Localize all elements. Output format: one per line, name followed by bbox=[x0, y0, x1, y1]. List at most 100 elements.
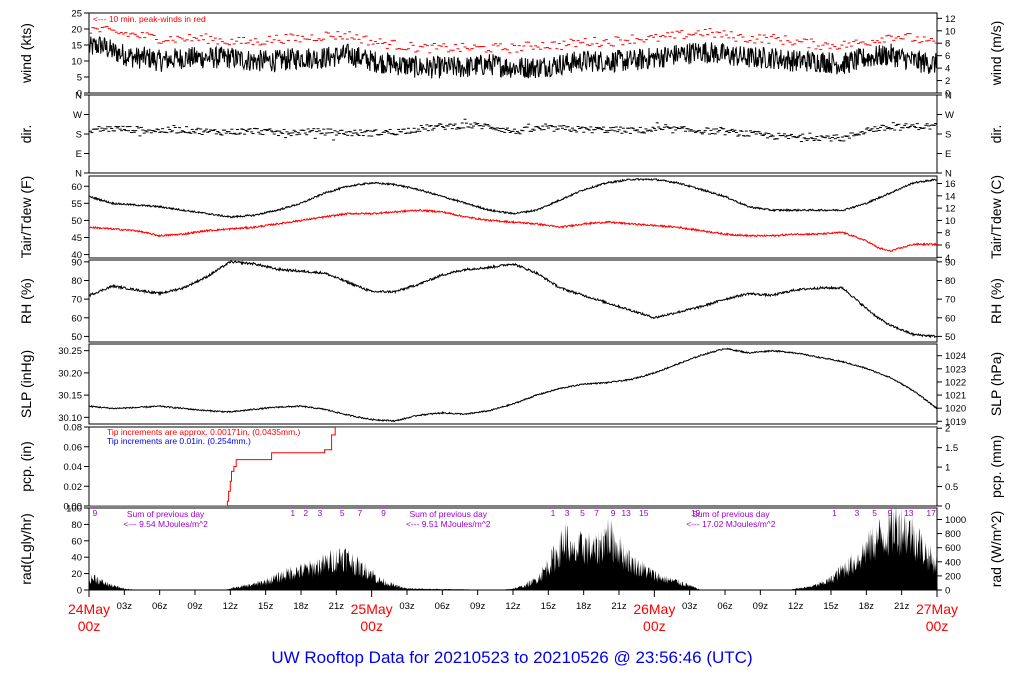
panel-frame bbox=[88, 12, 938, 94]
x-tick-label: 21z bbox=[611, 601, 627, 612]
right-tick-label: 10 bbox=[945, 26, 956, 37]
right-tick-label: 12 bbox=[945, 204, 956, 215]
right-tick-label: E bbox=[945, 149, 951, 160]
right-tick-label: 50 bbox=[945, 332, 956, 343]
right-axis-label: dir. bbox=[988, 125, 1004, 144]
right-tick-label: 0.5 bbox=[945, 482, 958, 493]
radiation-hour-label: 5 bbox=[340, 508, 345, 518]
radiation-hour-label: 2 bbox=[303, 508, 308, 518]
left-tick-label: 80 bbox=[71, 276, 82, 287]
radiation-hour-label: 1 bbox=[290, 508, 295, 518]
right-tick-label: 8 bbox=[945, 39, 950, 50]
radiation-sum-value: <--- 9.51 MJoules/m^2 bbox=[406, 519, 491, 529]
x-day-time: 00z bbox=[78, 618, 101, 634]
x-day-time: 00z bbox=[643, 618, 666, 634]
panel-frame bbox=[88, 259, 938, 343]
radiation-sum-label: Sum of previous day bbox=[692, 509, 770, 519]
right-tick-label: 1022 bbox=[945, 377, 966, 388]
x-day-label: 26May bbox=[633, 601, 675, 617]
right-tick-label: W bbox=[945, 110, 954, 121]
x-tick-label: 18z bbox=[576, 601, 592, 612]
right-tick-label: 1020 bbox=[945, 404, 966, 415]
left-tick-label: 100 bbox=[66, 504, 82, 515]
left-axis-label: dir. bbox=[18, 125, 34, 144]
left-tick-label: 90 bbox=[71, 257, 82, 268]
radiation-hour-label: 3 bbox=[855, 508, 860, 518]
right-tick-label: 200 bbox=[945, 571, 961, 582]
series-rh bbox=[89, 260, 937, 339]
radiation-hour-label: 7 bbox=[358, 508, 363, 518]
left-tick-label: N bbox=[75, 169, 82, 180]
left-tick-label: S bbox=[76, 130, 82, 141]
right-tick-label: 1 bbox=[945, 463, 950, 474]
left-tick-label: 30.10 bbox=[58, 413, 82, 424]
left-tick-label: 10 bbox=[71, 57, 82, 68]
left-tick-label: 50 bbox=[71, 332, 82, 343]
left-tick-label: 5 bbox=[77, 73, 82, 84]
left-tick-label: 30.15 bbox=[58, 391, 82, 402]
right-tick-label: 90 bbox=[945, 257, 956, 268]
x-tick-label: 12z bbox=[788, 601, 804, 612]
plot-area bbox=[89, 118, 937, 143]
x-tick-label: 18z bbox=[859, 601, 875, 612]
x-day-label: 25May bbox=[351, 601, 393, 617]
left-tick-label: 0.04 bbox=[64, 462, 83, 473]
left-tick-label: E bbox=[76, 149, 82, 160]
radiation-hour-label: 9 bbox=[611, 508, 616, 518]
radiation-hour-label: 5 bbox=[872, 508, 877, 518]
panel-slp: 30.10 30.15 30.20 30.25 1019 1020 1021 1022 1023… bbox=[18, 343, 1004, 428]
right-tick-label: 2 bbox=[945, 76, 950, 87]
left-tick-label: 70 bbox=[71, 295, 82, 306]
x-tick-label: 15z bbox=[823, 601, 839, 612]
series-tdew bbox=[89, 208, 937, 253]
series-direction bbox=[89, 118, 937, 143]
left-tick-label: 55 bbox=[71, 199, 82, 210]
left-tick-label: 0.08 bbox=[64, 423, 83, 434]
left-tick-label: 60 bbox=[71, 536, 82, 547]
plot-area bbox=[89, 427, 937, 506]
right-tick-label: 1.5 bbox=[945, 443, 958, 454]
tip-increment-note-1: Tip increments are approx. 0.00171in. (0… bbox=[107, 427, 301, 437]
left-tick-label: 30.25 bbox=[58, 346, 82, 357]
right-tick-label: 1000 bbox=[945, 515, 966, 526]
radiation-hour-label: 5 bbox=[580, 508, 585, 518]
left-tick-label: 20 bbox=[71, 569, 82, 580]
radiation-hour-label: 13 bbox=[621, 508, 631, 518]
left-tick-label: 0.02 bbox=[64, 482, 83, 493]
x-tick-label: 09z bbox=[187, 601, 203, 612]
right-tick-label: 0 bbox=[945, 89, 950, 100]
right-tick-label: 0 bbox=[945, 586, 950, 597]
radiation-hour-label: 7 bbox=[594, 508, 599, 518]
right-tick-label: S bbox=[945, 130, 951, 141]
panel-frame bbox=[88, 175, 938, 259]
x-day-label: 27May bbox=[916, 601, 958, 617]
right-tick-label: 80 bbox=[945, 276, 956, 287]
x-tick-label: 06z bbox=[717, 601, 733, 612]
x-tick-label: 21z bbox=[329, 601, 345, 612]
series-10-min-peak-winds bbox=[89, 25, 937, 54]
left-tick-label: 50 bbox=[71, 216, 82, 227]
series-slp bbox=[89, 347, 937, 423]
left-tick-label: 40 bbox=[71, 553, 82, 564]
right-tick-label: 12 bbox=[945, 14, 956, 25]
left-axis-label: wind (kts) bbox=[18, 23, 34, 84]
right-tick-label: 6 bbox=[945, 241, 950, 252]
right-tick-label: 2 bbox=[945, 424, 950, 435]
plot-area bbox=[89, 25, 937, 79]
radiation-hour-label: 1 bbox=[551, 508, 556, 518]
right-tick-label: 70 bbox=[945, 295, 956, 306]
radiation-hour-label: 3 bbox=[317, 508, 322, 518]
left-tick-label: 20 bbox=[71, 25, 82, 36]
x-tick-label: 18z bbox=[293, 601, 309, 612]
x-tick-label: 06z bbox=[435, 601, 451, 612]
radiation-sum-label: Sum of previous day bbox=[127, 509, 205, 519]
right-axis-label: RH (%) bbox=[988, 278, 1004, 324]
tip-increment-note-2: Tip increments are 0.01in. (0.254mm.) bbox=[107, 436, 251, 446]
left-axis-label: SLP (inHg) bbox=[18, 350, 34, 418]
plot-area bbox=[89, 178, 937, 253]
right-tick-label: 16 bbox=[945, 179, 956, 190]
left-axis-label: RH (%) bbox=[18, 278, 34, 324]
right-tick-label: N bbox=[945, 169, 952, 180]
